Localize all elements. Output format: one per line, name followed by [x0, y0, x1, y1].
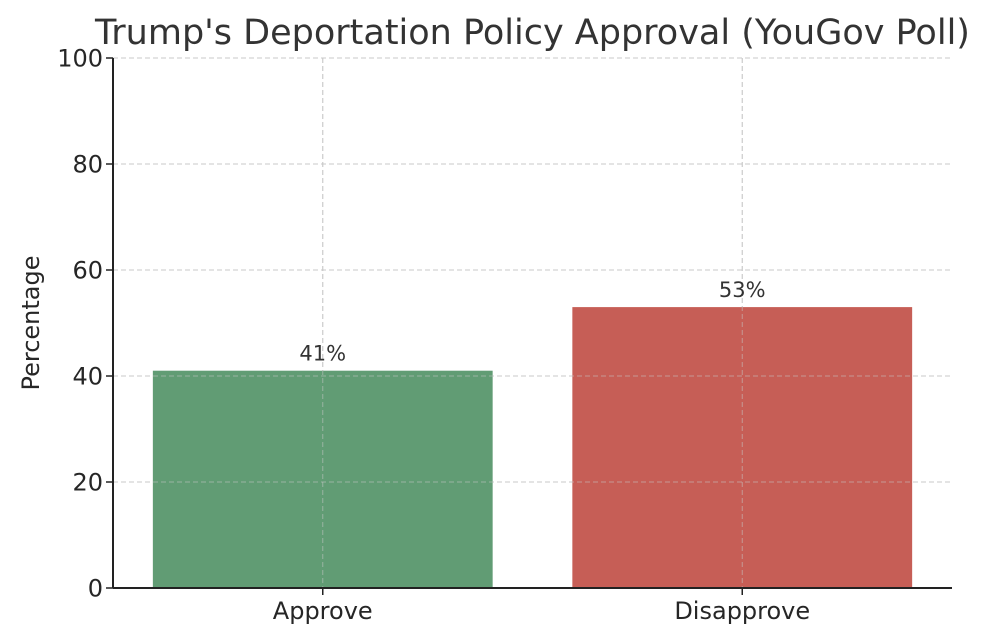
data-label-disapprove: 53% — [719, 278, 766, 302]
x-tick-label-approve: Approve — [273, 597, 373, 625]
y-axis-title: Percentage — [17, 255, 45, 390]
data-label-approve: 41% — [299, 342, 346, 366]
data-labels: 41% 53% — [299, 278, 765, 366]
axes — [112, 58, 952, 589]
y-tick-label-40: 40 — [72, 363, 103, 391]
chart-title: Trump's Deportation Policy Approval (You… — [94, 13, 970, 53]
x-tick-label-disapprove: Disapprove — [674, 597, 810, 625]
y-tick-label-20: 20 — [72, 469, 103, 497]
bars — [113, 57, 952, 588]
y-tick-label-60: 60 — [72, 257, 103, 285]
y-tick-label-0: 0 — [88, 575, 103, 603]
ticks: 0 20 40 60 80 100 Approve Disapprove — [57, 45, 810, 626]
y-tick-label-100: 100 — [57, 45, 103, 73]
y-tick-label-80: 80 — [72, 151, 103, 179]
